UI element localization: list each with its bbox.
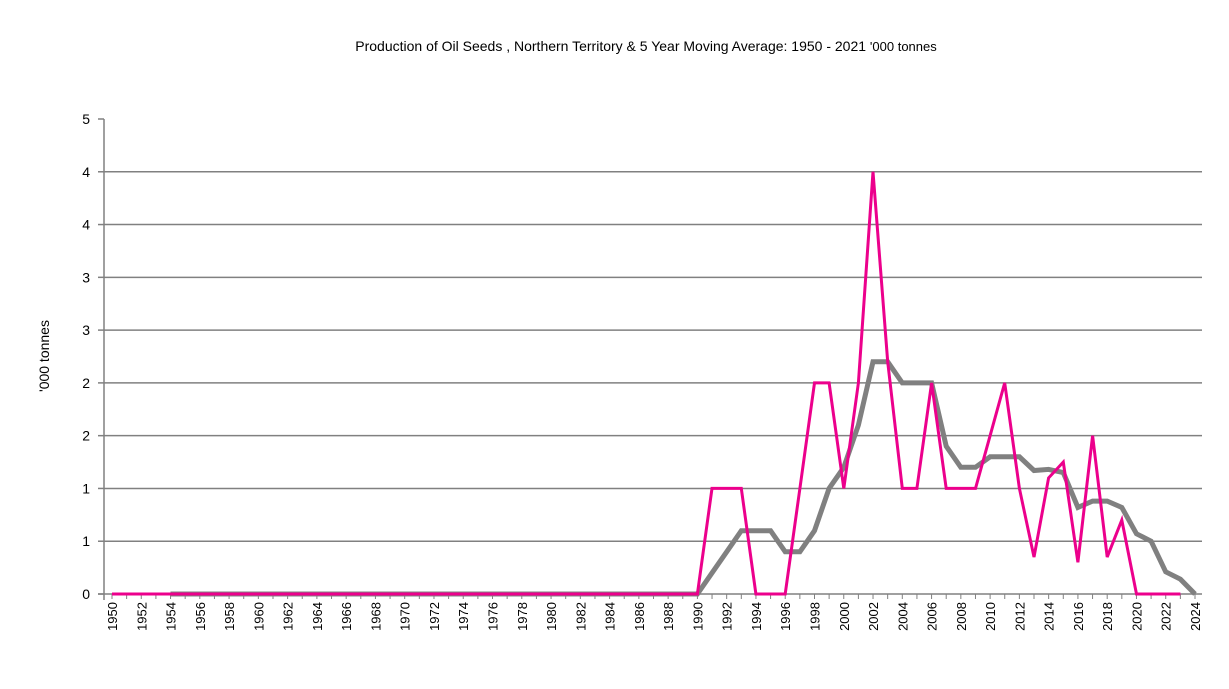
x-tick-label: 1964 — [310, 602, 325, 631]
y-tick-label: 1 — [82, 533, 90, 549]
x-tick-label: 1966 — [339, 602, 354, 631]
x-tick-label: 1962 — [281, 602, 296, 631]
x-tick-label: 1960 — [251, 602, 266, 631]
x-tick-label: 1956 — [193, 602, 208, 631]
y-tick-label: 4 — [82, 164, 90, 180]
y-tick-label: 0 — [82, 586, 90, 602]
series-lines — [112, 171, 1197, 597]
y-tick-label: 2 — [82, 428, 90, 444]
chart-title-text: Production of Oil Seeds , Northern Terri… — [355, 38, 867, 54]
x-tick-label: 1974 — [456, 602, 471, 631]
x-tick-label: 2010 — [983, 602, 998, 631]
y-tick-label: 1 — [82, 480, 90, 496]
axes — [98, 119, 1202, 600]
x-tick-label: 2004 — [895, 602, 910, 631]
x-tick-label: 2002 — [866, 602, 881, 631]
x-tick-label: 1950 — [105, 602, 120, 631]
x-tick-label: 1988 — [661, 602, 676, 631]
x-tick-label: 2000 — [837, 602, 852, 631]
x-tick-label: 2022 — [1159, 602, 1174, 631]
x-tick-label: 1992 — [720, 602, 735, 631]
chart-title-unit: '000 tonnes — [869, 39, 937, 54]
y-tick-label: 5 — [82, 111, 90, 127]
moving-average-line — [170, 359, 1197, 597]
production-line — [112, 171, 1181, 596]
x-tick-label: 1984 — [603, 602, 618, 631]
x-tick-label: 1958 — [222, 602, 237, 631]
x-tick-label: 1994 — [749, 602, 764, 631]
y-tick-label: 4 — [82, 217, 90, 233]
x-tick-label: 1976 — [486, 602, 501, 631]
x-tick-label: 1982 — [573, 602, 588, 631]
x-tick-label: 1990 — [690, 602, 705, 631]
x-tick-label: 2018 — [1100, 602, 1115, 631]
x-tick-label: 2014 — [1042, 602, 1057, 631]
x-tick-label: 2024 — [1188, 602, 1203, 631]
x-axis-ticks: 1950 1952 1954 1956 1958 1960 1962 1964 1966 1968… — [105, 594, 1203, 631]
x-tick-label: 2006 — [925, 602, 940, 631]
x-tick-label: 2016 — [1071, 602, 1086, 631]
x-tick-label: 1954 — [164, 602, 179, 631]
x-tick-label: 2020 — [1129, 602, 1144, 631]
x-tick-label: 1996 — [778, 602, 793, 631]
x-tick-label: 1978 — [515, 602, 530, 631]
x-tick-label: 2012 — [1012, 602, 1027, 631]
x-tick-label: 1998 — [807, 602, 822, 631]
x-tick-label: 2008 — [954, 602, 969, 631]
x-tick-label: 1980 — [544, 602, 559, 631]
y-tick-label: 3 — [82, 322, 90, 338]
x-tick-label: 1968 — [368, 602, 383, 631]
gridlines — [104, 171, 1202, 542]
y-tick-label: 3 — [82, 269, 90, 285]
x-tick-label: 1986 — [632, 602, 647, 631]
x-tick-label: 1952 — [134, 602, 149, 631]
y-tick-label: 2 — [82, 375, 90, 391]
x-tick-label: 1972 — [427, 602, 442, 631]
x-tick-label: 1970 — [398, 602, 413, 631]
y-axis-ticks: 0 1 1 2 2 3 3 4 4 5 — [82, 111, 104, 602]
chart-title: Production of Oil Seeds , Northern Terri… — [0, 38, 1229, 54]
